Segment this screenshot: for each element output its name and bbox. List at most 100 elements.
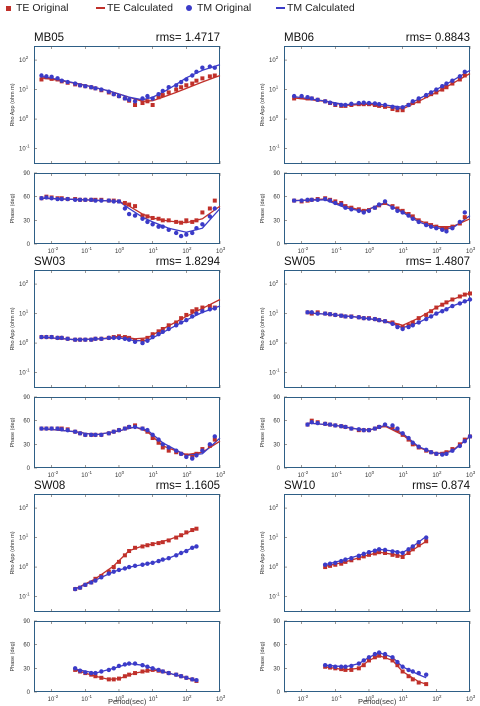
- phase-y-tick-label: 0: [27, 690, 31, 696]
- x-tick-label: 103: [216, 246, 226, 255]
- site-title: SW08: [34, 480, 66, 492]
- tm-rho-point: [361, 100, 366, 105]
- tm-rho-point: [65, 79, 70, 85]
- te-rho-point: [194, 307, 199, 312]
- tm-phase-point: [467, 434, 473, 439]
- tm-phase-point: [190, 230, 195, 236]
- te-phase-point: [140, 213, 145, 218]
- tm-phase-point: [190, 456, 195, 461]
- tm-phase-point: [207, 442, 213, 447]
- tm-rho-point: [156, 91, 161, 97]
- tm-phase-point: [366, 427, 372, 433]
- tm-phase-point: [372, 205, 378, 210]
- x-tick-label: 10-2: [48, 470, 59, 479]
- te-rho-point: [383, 551, 388, 555]
- te-phase-point: [349, 667, 354, 672]
- te-phase-point: [462, 215, 467, 220]
- te-rho-point: [400, 554, 405, 559]
- tm-rho-point: [194, 69, 199, 75]
- te-phase-point: [174, 219, 179, 224]
- te-rho-calculated-line: [41, 298, 221, 341]
- tm-rho-point: [327, 561, 333, 566]
- te-phase-point: [444, 226, 449, 231]
- tm-phase-point: [339, 202, 344, 207]
- phase-y-tick-label: 0: [27, 466, 31, 472]
- tm-rho-point: [366, 549, 372, 555]
- tm-phase-point: [184, 232, 189, 237]
- tm-rho-point: [184, 548, 189, 554]
- tm-rho-point: [173, 83, 179, 88]
- tm-phase-point: [140, 426, 145, 431]
- te-rho-point: [457, 77, 462, 82]
- te-rho-point: [194, 78, 199, 83]
- te-rho-point: [160, 327, 165, 331]
- te-phase-point: [140, 669, 145, 674]
- te-rho-point: [372, 551, 377, 556]
- tm-rho-point: [99, 87, 104, 92]
- x-tick-label: 102: [432, 694, 442, 703]
- rho-y-tick-label: 101: [19, 309, 29, 318]
- x-tick-label: 101: [399, 246, 409, 255]
- te-phase-point: [160, 218, 165, 223]
- tm-rho-point: [132, 563, 138, 569]
- tm-phase-point: [184, 454, 189, 460]
- te-phase-point: [184, 218, 189, 223]
- tm-rho-point: [322, 99, 328, 104]
- tm-phase-point: [406, 667, 411, 673]
- tm-rho-point: [376, 317, 382, 323]
- tm-rho-point: [140, 562, 145, 567]
- te-rho-point: [292, 96, 297, 101]
- tm-phase-point: [366, 655, 372, 660]
- x-tick-label: 10-1: [81, 470, 92, 479]
- tm-phase-point: [89, 670, 94, 676]
- tm-rho-point: [93, 578, 98, 583]
- tm-rho-point: [44, 74, 49, 79]
- phase-y-tick-label: 30: [23, 442, 30, 448]
- te-rho-point: [39, 77, 44, 82]
- tm-phase-point: [126, 661, 132, 666]
- tm-rho-point: [343, 557, 348, 562]
- tm-phase-point: [457, 219, 463, 225]
- rho-y-tick-label: 102: [269, 55, 279, 64]
- te-rho-point: [450, 81, 455, 86]
- phase-y-tick-label: 90: [273, 395, 280, 401]
- rho-panel-frame: [284, 270, 470, 388]
- x-tick-label: 100: [115, 246, 125, 255]
- tm-rho-point: [390, 321, 395, 327]
- te-original-marker: [6, 5, 11, 11]
- tm-phase-point: [89, 432, 94, 438]
- x-tick-label: 100: [365, 470, 375, 479]
- tm-rho-point: [132, 339, 138, 345]
- te-rho-point: [395, 108, 400, 113]
- tm-rho-point: [150, 96, 155, 101]
- site-title: SW03: [34, 256, 66, 268]
- tm-phase-point: [83, 432, 88, 438]
- tm-phase-calculated-line: [307, 422, 471, 455]
- tm-rho-point: [160, 329, 165, 335]
- tm-rho-point: [428, 314, 434, 319]
- tm-rho-point: [395, 549, 400, 555]
- te-rho-point: [174, 320, 179, 325]
- rho-panel-frame: [34, 494, 220, 612]
- tm-phase-point: [444, 229, 449, 234]
- tm-rho-point: [309, 96, 314, 101]
- rho-y-tick-label: 101: [19, 533, 29, 542]
- tm-phase-point: [457, 443, 463, 449]
- tm-phase-point: [333, 664, 338, 669]
- rho-y-tick-label: 10-1: [269, 592, 280, 601]
- tm-rho-point: [349, 101, 354, 106]
- tm-phase-point: [49, 196, 54, 201]
- tm-phase-point: [339, 664, 344, 669]
- tm-phase-point: [106, 431, 112, 436]
- tm-phase-point: [343, 205, 348, 210]
- legend-label: TM Calculated: [287, 2, 355, 14]
- tm-rho-point: [457, 301, 463, 306]
- tm-calculated-line: [276, 7, 285, 10]
- tm-phase-point: [200, 222, 205, 227]
- tm-rho-point: [327, 100, 333, 105]
- tm-rho-point: [150, 334, 155, 340]
- tm-phase-point: [390, 655, 395, 660]
- rms-label: rms= 1.8294: [155, 256, 220, 268]
- tm-phase-point: [366, 208, 372, 214]
- rho-panel-frame: [34, 270, 220, 388]
